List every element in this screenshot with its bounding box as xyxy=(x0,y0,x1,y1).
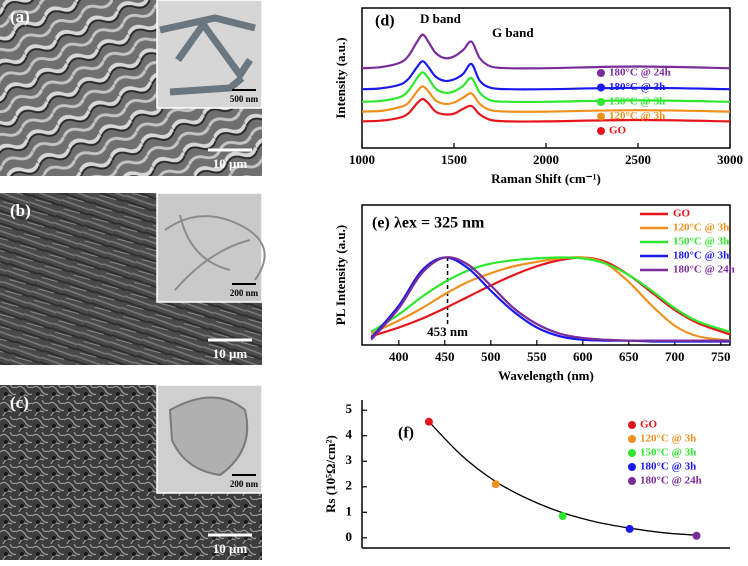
series-line xyxy=(361,60,731,91)
scale-label: 10 μm xyxy=(213,346,248,361)
series-line xyxy=(370,256,731,342)
inset-scale: 200 nm xyxy=(230,288,259,298)
x-tick-label: 600 xyxy=(573,349,593,364)
x-tick-label: 750 xyxy=(711,349,731,364)
y-tick-label: 1 xyxy=(346,503,353,518)
annotation: D band xyxy=(420,11,462,26)
legend-label: 180°C @ 3h xyxy=(609,81,665,93)
legend-swatch xyxy=(597,69,605,77)
x-tick-label: 400 xyxy=(389,349,409,364)
x-tick-label: 550 xyxy=(527,349,547,364)
legend-swatch xyxy=(628,477,636,485)
inset-scale: 200 nm xyxy=(230,479,259,489)
annotation: G band xyxy=(492,25,534,40)
panel-a: (a) 500 nm 10 μm xyxy=(0,0,263,176)
panel-label: (c) xyxy=(10,393,29,412)
x-tick-label: 700 xyxy=(665,349,685,364)
x-tick-label: 1000 xyxy=(349,152,375,167)
panel-label: (d) xyxy=(375,13,395,30)
scale-label: 10 μm xyxy=(213,541,248,556)
y-axis-label: PL Intensity (a.u.) xyxy=(333,225,348,325)
legend-label: 120°C @ 3h xyxy=(609,110,665,122)
data-point xyxy=(692,531,701,540)
x-tick-label: 1500 xyxy=(441,152,467,167)
inset-texture xyxy=(159,14,256,96)
legend-label: 150°C @ 3h xyxy=(609,96,665,108)
legend-swatch xyxy=(628,435,636,443)
y-axis-label: Rs (10⁵Ω/cm²) xyxy=(323,435,338,513)
x-tick-label: 2000 xyxy=(533,152,559,167)
legend-label: GO xyxy=(673,208,691,220)
inset-texture xyxy=(164,214,266,291)
y-axis-label: Intensity (a.u.) xyxy=(333,37,348,118)
series-line xyxy=(370,256,731,333)
series-line xyxy=(370,256,730,342)
inset-scale: 500 nm xyxy=(230,94,259,104)
x-tick-label: 500 xyxy=(481,349,501,364)
legend-label: 150°C @ 3h xyxy=(673,236,729,248)
y-tick-label: 0 xyxy=(346,529,353,544)
y-tick-label: 5 xyxy=(346,401,353,416)
y-tick-label: 2 xyxy=(346,478,353,493)
legend-swatch xyxy=(628,421,636,429)
x-axis-label: Raman Shift (cm⁻¹) xyxy=(491,171,601,186)
series-line xyxy=(361,85,731,113)
data-point xyxy=(625,524,634,533)
data-point xyxy=(558,512,567,521)
tem-inset xyxy=(156,192,263,303)
legend-label: 180°C @ 24h xyxy=(640,475,702,487)
panel-c: (c) 200 nm 10 μm xyxy=(0,384,263,560)
legend-swatch xyxy=(628,449,636,457)
legend-label: GO xyxy=(640,419,658,431)
legend-swatch xyxy=(597,112,605,121)
legend-swatch xyxy=(597,98,605,106)
panel-label: (f) xyxy=(398,425,414,442)
x-tick-label: 450 xyxy=(435,349,455,364)
series-line xyxy=(361,97,731,123)
data-point xyxy=(491,480,500,489)
legend-label: 180°C @ 3h xyxy=(640,461,696,473)
legend-label: 120°C @ 3h xyxy=(673,222,729,234)
legend-swatch xyxy=(597,83,605,92)
legend-label: 180°C @ 3h xyxy=(673,250,729,262)
legend-label: 180°C @ 24h xyxy=(673,264,735,276)
panel-label: (b) xyxy=(10,201,31,220)
legend-label: 120°C @ 3h xyxy=(640,433,696,445)
legend-swatch xyxy=(597,127,605,135)
legend-label: GO xyxy=(609,125,627,137)
x-tick-label: 2500 xyxy=(625,152,651,167)
series-line xyxy=(361,33,731,70)
scale-label: 10 μm xyxy=(213,156,248,171)
panel-label: (a) xyxy=(10,7,30,26)
annotation: λex = 325 nm xyxy=(394,215,485,232)
data-point xyxy=(424,417,433,426)
inset-texture xyxy=(168,396,249,477)
y-tick-label: 3 xyxy=(346,452,353,467)
x-axis-label: Wavelength (nm) xyxy=(498,368,594,383)
plot-frame xyxy=(361,204,731,346)
x-tick-label: 650 xyxy=(619,349,639,364)
peak-label: 453 nm xyxy=(427,324,468,339)
y-tick-label: 4 xyxy=(346,427,353,442)
legend-label: 180°C @ 24h xyxy=(609,67,671,79)
x-tick-label: 3000 xyxy=(717,152,743,167)
legend-label: 150°C @ 3h xyxy=(640,447,696,459)
panel-label: (e) xyxy=(372,215,390,232)
series-line xyxy=(370,256,731,338)
series-line xyxy=(361,71,731,104)
panel-b: (b) 200 nm 10 μm xyxy=(0,192,266,365)
legend-swatch xyxy=(628,463,636,471)
